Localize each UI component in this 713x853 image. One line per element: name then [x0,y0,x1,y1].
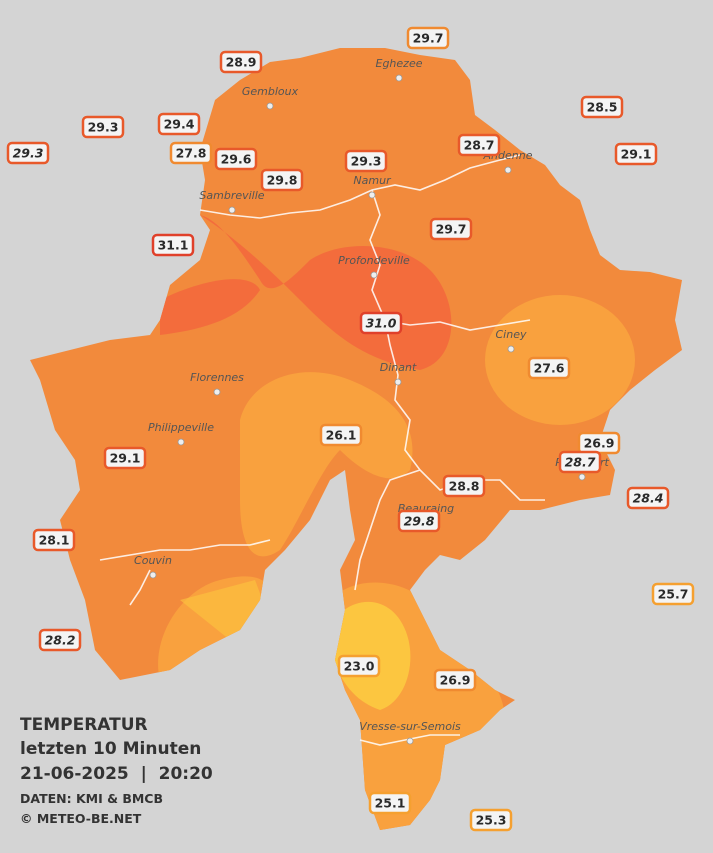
station-value: 26.1 [326,428,357,443]
city-name: Philippeville [148,421,214,434]
station-value: 27.8 [176,146,207,161]
station-value: 29.8 [267,173,298,188]
station-box [214,147,258,171]
legend: TEMPERATUR letzten 10 Minuten 21-06-2025… [20,715,213,826]
legend-subtitle: letzten 10 Minuten [20,739,201,759]
station-value: 31.0 [366,316,397,331]
station-box [469,808,513,832]
station-box [32,528,76,552]
station-box [614,142,658,166]
station-value: 25.1 [375,796,406,811]
station-box [344,149,388,173]
city-dot [507,345,515,353]
city-name: Namur [353,174,392,187]
station-box [260,168,304,192]
city-name: Couvin [134,554,172,567]
station-value: 29.1 [110,451,141,466]
station-value: 25.7 [658,587,689,602]
station-value: 29.7 [413,31,444,46]
station-value: 23.0 [344,659,375,674]
city-dot [370,271,378,279]
station-value: 28.7 [565,455,596,470]
station-box [169,141,213,165]
station-box [442,474,486,498]
station-box [38,628,82,652]
legend-datetime: 21-06-2025 | 20:20 [20,764,213,784]
city-dot [149,571,157,579]
city-name: Sambreville [199,189,264,202]
station-box [157,112,201,136]
station-value: 28.9 [226,55,257,70]
station-box [81,115,125,139]
station-box [527,356,571,380]
station-value: 28.8 [449,479,480,494]
station-box [429,217,473,241]
station-box [151,233,195,257]
legend-source: DATEN: KMI & BMCB [20,791,163,806]
station-value: 28.2 [45,633,76,648]
city-dot [395,74,403,82]
station-box [626,486,670,510]
stations: 29.7 28.9 29.3 29.4 29.3 27.8 29.6 29.8 29.3 28.7… [6,26,695,832]
station-value: 29.3 [351,154,382,169]
station-value: 31.1 [158,238,189,253]
city-name: Profondeville [338,254,410,267]
station-box [319,423,363,447]
station-box [406,26,450,50]
city-dot [504,166,512,174]
station-value: 28.7 [464,138,495,153]
station-value: 29.4 [164,117,195,132]
station-value: 26.9 [584,436,615,451]
city-dot [177,438,185,446]
station-box [457,133,501,157]
legend-copyright: © METEO-BE.NET [20,811,142,826]
station-value: 29.3 [13,146,44,161]
city-dot [266,102,274,110]
station-box [558,450,602,474]
station-value: 27.6 [534,361,565,376]
city-name: Dinant [380,361,417,374]
station-box [651,582,695,606]
station-value: 28.4 [633,491,664,506]
city-dot [406,737,414,745]
station-box [103,446,147,470]
city-dot [213,388,221,396]
city-name: Vresse-sur-Semois [359,720,461,733]
station-value: 29.8 [404,514,435,529]
station-box [368,791,412,815]
station-box [433,668,477,692]
station-value: 29.3 [88,120,119,135]
station-box [580,95,624,119]
station-box [337,654,381,678]
station-value: 28.1 [39,533,70,548]
city-dot [368,191,376,199]
city-name: Eghezee [376,57,423,70]
station-value: 28.5 [587,100,618,115]
city-dot [578,473,586,481]
station-value: 25.3 [476,813,507,828]
station-box [219,50,263,74]
station-box [359,311,403,335]
station-value: 26.9 [440,673,471,688]
city-dot [394,378,402,386]
city-name: Ciney [496,328,527,341]
city-dot [228,206,236,214]
station-value: 29.1 [621,147,652,162]
station-box [6,141,50,165]
city-name: Gembloux [242,85,299,98]
city-name: Florennes [190,371,244,384]
station-value: 29.6 [221,152,252,167]
station-value: 29.7 [436,222,467,237]
legend-title: TEMPERATUR [20,715,148,735]
station-box [397,509,441,533]
